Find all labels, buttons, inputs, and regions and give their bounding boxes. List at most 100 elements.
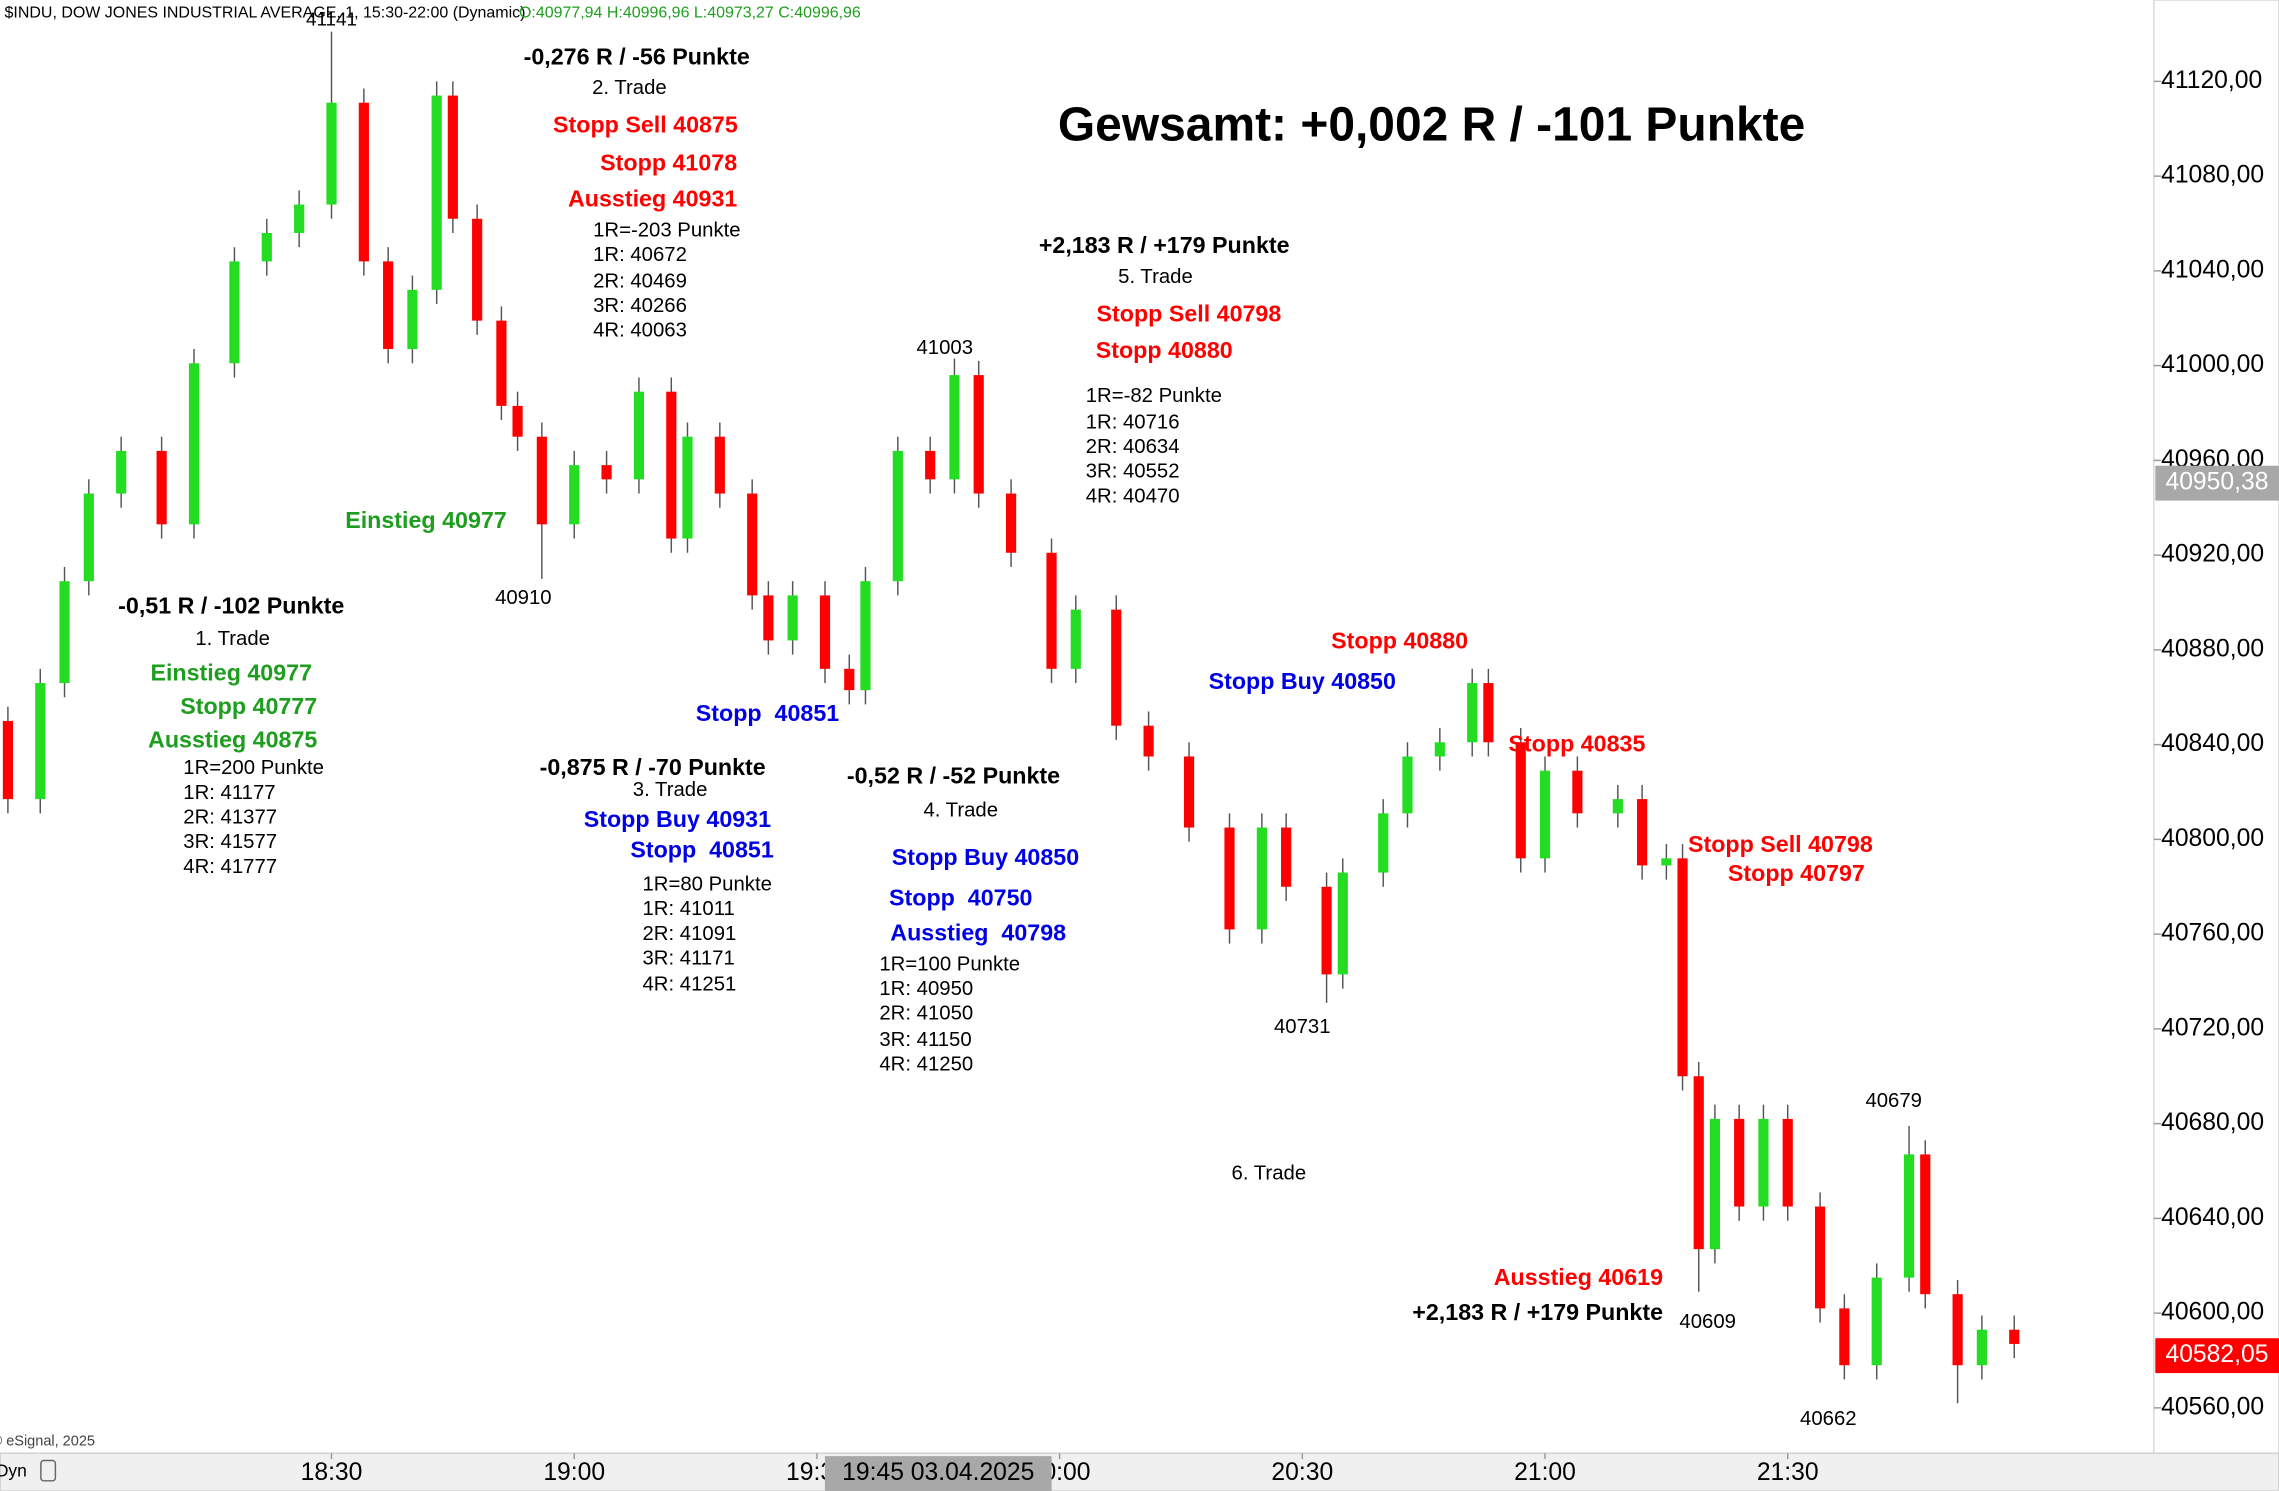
annotation: 1R: 40716 [1086, 411, 1180, 433]
candle-body [1183, 756, 1195, 828]
annotation: 40731 [1274, 1016, 1331, 1038]
candle-body [1143, 725, 1154, 757]
annotation: 1R=80 Punkte [643, 873, 772, 895]
annotation: Ausstieg 40798 [890, 920, 1066, 946]
annotation: -0,52 R / -52 Punkte [847, 763, 1060, 789]
annotation: 3R: 41171 [643, 947, 735, 969]
y-tick-label: 40560,00 [2161, 1393, 2264, 1420]
annotation: 2R: 41050 [879, 1003, 973, 1025]
annotation: Stopp 40851 [630, 837, 773, 863]
annotation: Ausstieg 40875 [148, 726, 317, 752]
annotation: 1. Trade [195, 628, 270, 650]
candle-body [1539, 770, 1551, 859]
candle-body [925, 450, 936, 480]
annotation: Stopp 41078 [600, 149, 737, 175]
annotation: Stopp 40750 [889, 885, 1032, 911]
candle-body [1976, 1329, 1987, 1366]
candle-body [472, 218, 483, 321]
annotation: 2R: 40469 [593, 270, 687, 292]
annotation: 40679 [1865, 1090, 1922, 1112]
candle-body [35, 683, 46, 800]
candle-body [1612, 799, 1623, 814]
candle-body [1337, 872, 1348, 975]
annotation: -0,875 R / -70 Punkte [540, 754, 766, 780]
candle-body [666, 391, 677, 539]
candle-body [787, 595, 798, 641]
candle-body [536, 436, 547, 525]
ohlc-header: O:40977,94 H:40996,96 L:40973,27 C:40996… [519, 4, 861, 21]
candle-body [763, 595, 774, 641]
candle-body [1467, 683, 1478, 743]
annotation: 2R: 40634 [1086, 436, 1180, 458]
annotation: 1R=100 Punkte [879, 953, 1020, 975]
annotation: Stopp Sell 40798 [1688, 831, 1873, 857]
annotation: Stopp 40797 [1728, 860, 1865, 886]
annotation: Stopp 40880 [1096, 337, 1233, 363]
candle-body [326, 102, 337, 205]
annotation: Stopp 40835 [1508, 731, 1645, 757]
y-tick-label: 41120,00 [2161, 67, 2262, 94]
annotation: Stopp Buy 40850 [892, 844, 1079, 870]
annotation: 1R: 41011 [643, 898, 735, 920]
annotation: 6. Trade [1232, 1163, 1307, 1185]
annotation: 2R: 41091 [643, 923, 737, 945]
header: $INDU, DOW JONES INDUSTRIAL AVERAGE, 1, … [5, 4, 526, 21]
annotation: 3R: 41577 [183, 831, 277, 853]
candle-body [819, 595, 831, 669]
candle-body [569, 465, 580, 525]
candle-body [1871, 1277, 1882, 1366]
price-marker-label: 40950,38 [2165, 469, 2268, 496]
annotation: Ausstieg 40931 [568, 186, 737, 212]
annotation: Stopp Buy 40931 [584, 806, 771, 832]
price-marker-box [2155, 465, 2279, 501]
x-tick-label: 21:00 [1514, 1459, 1576, 1486]
annotation: 1R=-203 Punkte [593, 219, 740, 241]
annotation: +2,183 R / +179 Punkte [1039, 232, 1290, 258]
candle-body [447, 95, 458, 219]
candle-body [1734, 1118, 1745, 1207]
y-tick-label: 40760,00 [2161, 920, 2264, 947]
y-tick-label: 41000,00 [2161, 351, 2264, 378]
annotation: 1R=200 Punkte [183, 757, 324, 779]
candle-body [1005, 493, 1017, 553]
annotation: Gewsamt: +0,002 R / -101 Punkte [1058, 99, 1805, 152]
candle-body [59, 581, 70, 684]
candle-body [1321, 886, 1332, 975]
candle-body [1378, 813, 1389, 873]
annotation: +2,183 R / +179 Punkte [1412, 1299, 1663, 1325]
candle-body [1903, 1154, 1915, 1278]
candle-body [383, 261, 394, 350]
y-tick-label: 40840,00 [2161, 730, 2264, 757]
annotation: 3R: 40552 [1086, 461, 1180, 483]
candle-body [1111, 609, 1122, 726]
candle-body [1402, 756, 1413, 814]
annotation: 4R: 41250 [879, 1054, 973, 1076]
candle-body [1661, 858, 1672, 866]
x-tick-label: 20:30 [1271, 1459, 1333, 1486]
candle-body [2009, 1329, 2020, 1344]
candle-body [1920, 1154, 1931, 1295]
y-tick-label: 40600,00 [2161, 1299, 2264, 1326]
price-marker-label: 40582,05 [2165, 1341, 2268, 1368]
price-axis-panel [2153, 0, 2279, 1454]
x-tick-label: 18:30 [301, 1459, 363, 1486]
annotation: 4R: 41777 [183, 856, 277, 878]
footer-tag: Dyn [0, 1461, 27, 1481]
candle-body [188, 363, 200, 525]
annotation: Stopp Sell 40875 [553, 112, 738, 138]
candle-body [1782, 1118, 1793, 1207]
annotation: 3. Trade [633, 779, 708, 801]
candle-body [1046, 552, 1057, 669]
time-axis-panel [0, 1452, 2279, 1491]
candle-body [1515, 742, 1526, 859]
annotation: -0,276 R / -56 Punkte [524, 43, 750, 69]
x-tick-label: 21:30 [1757, 1459, 1819, 1486]
annotation: Stopp 40851 [696, 700, 839, 726]
annotation: 4R: 40063 [593, 320, 687, 342]
candle-body [407, 289, 418, 350]
annotation: Stopp Sell 40798 [1097, 300, 1282, 326]
y-tick-label: 40640,00 [2161, 1204, 2264, 1231]
candle-body [1709, 1118, 1720, 1250]
